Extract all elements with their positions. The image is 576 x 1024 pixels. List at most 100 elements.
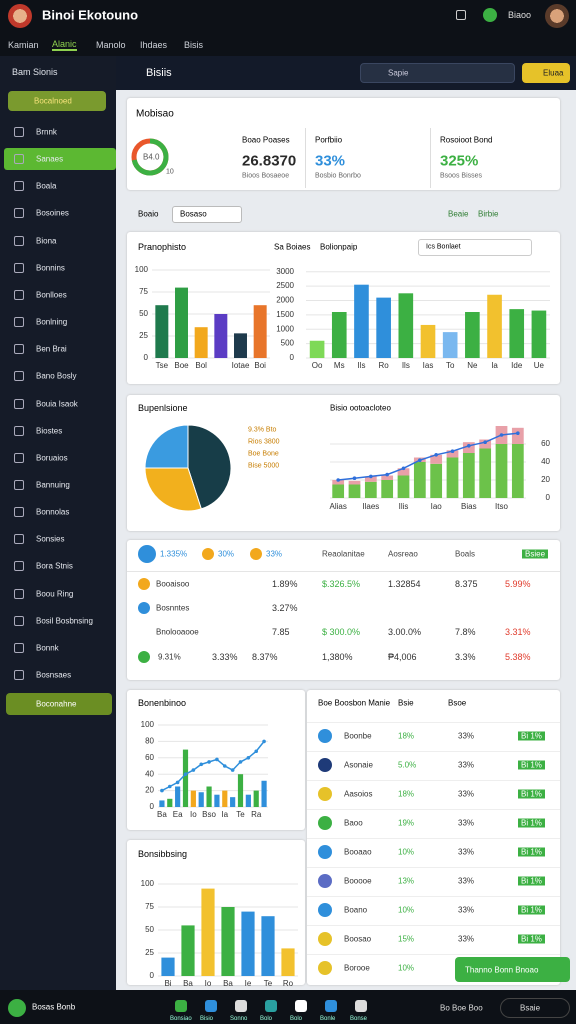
nav-item[interactable]: Bonnins: [36, 263, 65, 273]
table-cell: 3.31%: [505, 627, 531, 637]
pie-note: 9.3% Bto: [248, 426, 277, 434]
tab[interactable]: Ihdaes: [140, 40, 168, 50]
nav-item[interactable]: Biona: [36, 236, 57, 246]
x-tick-label: Itso: [495, 502, 508, 511]
x-tick-label: Ba: [157, 810, 167, 819]
table-header: 1.335%: [160, 549, 188, 559]
y-tick-label: 0: [144, 353, 149, 362]
pie-slice: [144, 424, 189, 469]
list-cell: 33%: [458, 934, 475, 944]
x-tick-label: Ne: [467, 361, 478, 370]
x-tick-label: Boe: [174, 361, 189, 370]
nav-item[interactable]: Bonnk: [36, 643, 59, 653]
row-icon: [138, 602, 150, 614]
sidebar-button[interactable]: [8, 91, 106, 111]
nav-icon[interactable]: [235, 1000, 247, 1012]
nav-item[interactable]: Bouia Isaok: [36, 399, 78, 408]
line-point: [215, 757, 219, 762]
section-title: Mobisao: [136, 108, 174, 120]
bar: [253, 790, 259, 807]
y-tick-label: 75: [139, 287, 148, 296]
nav-item[interactable]: Bonnolas: [36, 507, 70, 517]
nav-item[interactable]: Bosil Bosbnsing: [36, 616, 93, 626]
nav-item[interactable]: Boou Ring: [36, 589, 74, 599]
nav-icon[interactable]: [295, 1000, 307, 1012]
search-box[interactable]: [360, 63, 515, 83]
line-point: [434, 453, 438, 457]
chart-select[interactable]: [418, 239, 532, 256]
bar: [509, 309, 525, 358]
filter-option[interactable]: Birbie: [478, 209, 499, 219]
filter-select[interactable]: [172, 206, 242, 223]
pie-note: Bise 5000: [248, 462, 280, 470]
pie-note: Rios 3800: [248, 438, 280, 446]
line-point: [401, 466, 406, 471]
header-button[interactable]: [522, 63, 570, 83]
nav-item[interactable]: Bosnsaes: [36, 670, 72, 680]
y-tick-label: 0: [150, 802, 155, 811]
footer-search[interactable]: [500, 998, 570, 1018]
nav-icon[interactable]: [175, 1000, 187, 1012]
nav-icon[interactable]: [205, 1000, 217, 1012]
nav-item[interactable]: Bonlloes: [36, 290, 67, 300]
line-point: [499, 433, 504, 437]
nav-item[interactable]: Boala: [36, 181, 57, 191]
line-point: [336, 478, 340, 482]
line-point: [183, 772, 188, 776]
line-point: [175, 780, 180, 785]
icon: [456, 10, 466, 20]
sidebar: [0, 56, 116, 990]
y-tick-label: 20: [145, 786, 154, 795]
bar: [420, 324, 436, 358]
kpi-sub: Bosbio Bonrbo: [315, 172, 361, 180]
nav-item[interactable]: Bosoines: [36, 208, 69, 218]
filter-option[interactable]: Beaie: [448, 209, 469, 219]
nav-icon[interactable]: [325, 1000, 337, 1012]
line-point: [467, 444, 471, 448]
nav-item[interactable]: Brnnk: [36, 127, 57, 137]
tab[interactable]: Kamian: [8, 40, 39, 50]
tab[interactable]: Manolo: [96, 40, 126, 50]
y-tick-label: 40: [541, 457, 550, 466]
list-cell: Bi 1%: [518, 847, 545, 857]
list-cell: Bi 1%: [518, 731, 545, 741]
item-icon: [14, 262, 24, 273]
tab[interactable]: Bisis: [184, 40, 204, 50]
nav-item[interactable]: Bonlning: [36, 317, 68, 327]
row-icon: [318, 729, 332, 743]
nav-item[interactable]: Bora Stnis: [36, 561, 73, 571]
nav-item[interactable]: Bano Bosly: [36, 371, 77, 381]
sidebar-footer[interactable]: [6, 693, 112, 715]
action-button[interactable]: [455, 957, 570, 982]
nav-item[interactable]: Boruaios: [36, 453, 68, 463]
table-cell: 1.89%: [272, 579, 298, 589]
nav-item[interactable]: Bannuing: [36, 480, 70, 490]
status-dot: [483, 8, 497, 22]
bar: [245, 794, 251, 807]
nav-item[interactable]: Sanaes: [36, 154, 64, 164]
nav-item[interactable]: Sonsies: [36, 534, 65, 544]
nav-icon[interactable]: [355, 1000, 367, 1012]
nav-label: Bonle: [320, 1016, 336, 1022]
kpi-sub: Bsoos Bisses: [440, 172, 483, 180]
chart-title: Bonsibbsing: [138, 849, 188, 859]
nav-item[interactable]: Biostes: [36, 426, 63, 436]
bar-segment: [446, 450, 459, 458]
tab[interactable]: Alanic: [52, 39, 77, 51]
row-divider: [127, 571, 560, 572]
nav-icon[interactable]: [265, 1000, 277, 1012]
item-icon: [14, 452, 24, 463]
bar: [161, 957, 175, 976]
nav-item[interactable]: Ben Brai: [36, 344, 67, 354]
item-icon: [14, 154, 24, 165]
nav-label: Bonsiao: [170, 1016, 192, 1022]
bar-segment: [462, 453, 475, 498]
chart-title: Pranophisto: [138, 242, 187, 252]
x-tick-label: Ils: [357, 361, 365, 370]
item-icon: [14, 127, 24, 137]
chart-title: Bisio ootoacloteo: [330, 403, 391, 413]
bar: [175, 786, 181, 807]
x-tick-label: Iotae: [232, 361, 250, 370]
line-point: [516, 431, 520, 435]
bar-segment: [348, 480, 361, 485]
